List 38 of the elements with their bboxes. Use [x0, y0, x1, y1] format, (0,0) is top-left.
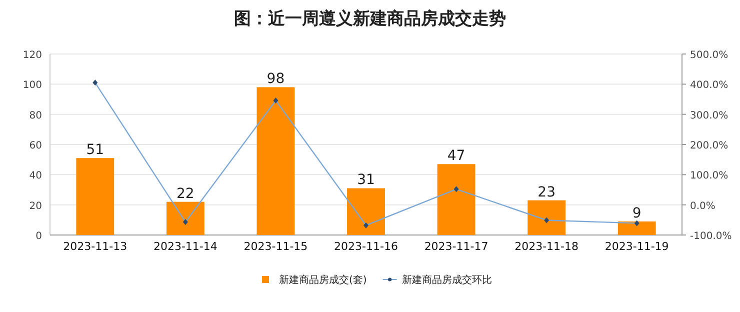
bar: [618, 221, 656, 235]
x-tick-label: 2023-11-18: [514, 240, 579, 253]
data-label: 47: [447, 148, 466, 164]
bar: [76, 158, 114, 235]
data-label: 23: [538, 184, 556, 200]
bar: [347, 188, 385, 235]
y2-tick-label: 200.0%: [690, 140, 728, 152]
bar: [166, 202, 204, 235]
bar: [256, 87, 295, 235]
y-tick-label: 80: [29, 110, 42, 122]
y-tick-label: 60: [29, 140, 42, 152]
data-label: 31: [357, 172, 375, 188]
bar: [528, 200, 566, 235]
legend-label: 新建商品房成交(套): [279, 274, 367, 286]
y2-tick-label: 0.0%: [690, 200, 716, 212]
y-tick-label: 120: [22, 50, 42, 61]
y-tick-label: 20: [29, 200, 42, 212]
x-tick-label: 2023-11-17: [424, 240, 488, 253]
y-tick-label: 0: [36, 231, 42, 242]
y2-tick-label: 300.0%: [690, 110, 728, 122]
data-label: 98: [266, 71, 285, 88]
y2-tick-label: 400.0%: [690, 80, 728, 92]
x-tick-label: 2023-11-13: [63, 240, 128, 253]
y2-tick-label: 100.0%: [690, 170, 728, 182]
data-label: 9: [632, 205, 642, 222]
y-tick-label: 100: [22, 80, 42, 92]
y2-tick-label: 500.0%: [690, 50, 728, 61]
data-label: 51: [86, 142, 104, 158]
data-label: 22: [176, 186, 194, 202]
y2-tick-label: -100.0%: [690, 231, 732, 242]
x-tick-label: 2023-11-14: [153, 240, 218, 253]
x-tick-label: 2023-11-19: [604, 240, 669, 253]
x-tick-label: 2023-11-15: [244, 240, 308, 253]
y-tick-label: 40: [29, 170, 42, 182]
chart-title: 图：近一周遵义新建商品房成交走势: [234, 9, 506, 29]
x-tick-label: 2023-11-16: [334, 240, 398, 253]
legend-label: 新建商品房成交环比: [402, 274, 492, 286]
bar: [437, 164, 476, 235]
